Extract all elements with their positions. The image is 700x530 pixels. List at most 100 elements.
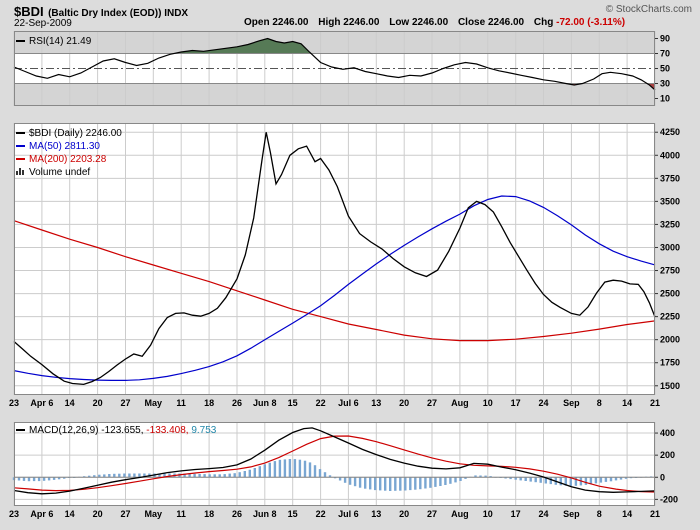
x-tick-label: 27 — [120, 398, 131, 408]
panel-border — [14, 123, 655, 395]
ma200-line — [13, 220, 656, 342]
price-legend-row-main: $BDI (Daily) 2246.00 — [16, 127, 122, 140]
x-tick-label: 24 — [538, 509, 549, 519]
x-tick-label: 23 — [8, 398, 19, 408]
x-tick-label: 27 — [120, 509, 131, 519]
x-tick-label: 20 — [92, 509, 103, 519]
x-tick-label: 13 — [371, 509, 382, 519]
copyright: © StockCharts.com — [605, 4, 692, 15]
close-value: 2246.00 — [487, 17, 525, 28]
x-tick-label: May — [144, 398, 163, 408]
x-tick-label: 11 — [176, 509, 186, 519]
x-tick-label: Jun 8 — [253, 398, 277, 408]
price-legend-main: $BDI (Daily) 2246.00 — [29, 128, 122, 139]
svg-text:70: 70 — [660, 49, 670, 59]
x-tick-label: 14 — [622, 398, 633, 408]
x-tick-label: 15 — [287, 509, 298, 519]
price-legend-ma200: MA(200) 2203.28 — [29, 154, 107, 165]
x-tick-label: 21 — [649, 398, 660, 408]
x-tick-label: 24 — [538, 398, 549, 408]
price-legend: $BDI (Daily) 2246.00 MA(50) 2811.30 MA(2… — [16, 127, 122, 179]
x-tick-label: Apr 6 — [30, 509, 54, 519]
rsi-panel: 90 70 50 30 10 — [13, 31, 670, 106]
high-label: High — [318, 17, 341, 28]
chg-value: -72.00 (-3.11%) — [556, 17, 626, 28]
x-tick-label: 27 — [426, 398, 437, 408]
panel-border — [14, 31, 655, 106]
x-tick-label: Aug — [451, 509, 469, 519]
macd-histogram-value: 9.753 — [191, 425, 217, 436]
svg-text:90: 90 — [660, 34, 670, 44]
svg-text:2250: 2250 — [660, 312, 680, 322]
x-tick-label: Jul 6 — [338, 398, 359, 408]
close-label: Close — [457, 17, 486, 28]
x-axis-labels-main: 23 Apr 6 14 20 27 May 11 18 26 Jun 8 15 22 Jul 6 13 20… — [0, 398, 700, 411]
rsi-line — [13, 37, 656, 91]
svg-text:1750: 1750 — [660, 358, 680, 368]
macd-legend: MACD(12,26,9) -123.655, -133.408, 9.753 — [16, 424, 216, 437]
open-label: Open — [244, 17, 270, 28]
x-tick-label: 13 — [371, 398, 382, 408]
svg-text:4250: 4250 — [660, 127, 680, 137]
chart-header: $BDI (Baltic Dry Index (EOD)) INDX © Sto… — [14, 3, 692, 19]
price-line — [13, 132, 656, 386]
x-tick-label: 22 — [315, 509, 326, 519]
x-tick-label: 18 — [204, 398, 215, 408]
svg-text:30: 30 — [660, 79, 670, 89]
price-series-marker — [16, 132, 25, 135]
x-tick-label: 14 — [64, 398, 75, 408]
x-tick-label: 10 — [482, 398, 493, 408]
low-label: Low — [389, 17, 410, 28]
price-legend-row-ma50: MA(50) 2811.30 — [16, 140, 122, 153]
x-tick-label: Sep — [563, 509, 580, 519]
x-tick-label: Jul 6 — [338, 509, 359, 519]
x-tick-label: 17 — [510, 509, 521, 519]
ma50-series-marker — [16, 145, 25, 148]
x-tick-label: 27 — [426, 509, 437, 519]
price-legend-row-volume: Volume undef — [16, 166, 122, 179]
svg-text:3750: 3750 — [660, 173, 680, 183]
svg-text:2000: 2000 — [660, 335, 680, 345]
svg-text:0: 0 — [660, 472, 665, 482]
x-tick-label: 8 — [596, 509, 602, 519]
x-tick-label: Jun 8 — [253, 509, 277, 519]
x-tick-label: 14 — [622, 509, 633, 519]
symbol-description: (Baltic Dry Index (EOD)) INDX — [48, 8, 189, 19]
macd-panel: 400 200 0 -200 — [12, 422, 678, 506]
svg-text:2500: 2500 — [660, 289, 680, 299]
rsi-legend-row: RSI(14) 21.49 — [16, 35, 91, 48]
svg-text:1500: 1500 — [660, 381, 680, 391]
svg-text:50: 50 — [660, 64, 670, 74]
svg-text:200: 200 — [660, 450, 675, 460]
panel-border — [14, 422, 655, 506]
x-tick-label: 10 — [482, 509, 493, 519]
x-tick-label: 22 — [315, 398, 326, 408]
oversold-band — [14, 83, 655, 106]
ma200-series-marker — [16, 158, 25, 161]
x-tick-label: 26 — [231, 398, 242, 408]
rsi-legend: RSI(14) 21.49 — [29, 36, 92, 47]
volume-bars-icon — [16, 166, 27, 179]
svg-text:3250: 3250 — [660, 219, 680, 229]
x-tick-label: 20 — [399, 398, 410, 408]
macd-signal-line — [13, 435, 656, 493]
x-tick-label: 15 — [287, 398, 298, 408]
rsi-legend-marker — [16, 40, 25, 43]
high-value: 2246.00 — [343, 17, 380, 28]
y-axis-labels: 90 70 50 30 10 — [655, 34, 670, 104]
price-panel: 4250 4000 3750 3500 3250 3000 2750 2500 2250 2000… — [13, 123, 680, 395]
ma50-line — [13, 195, 656, 381]
price-legend-volume: Volume undef — [29, 167, 91, 178]
macd-line — [13, 427, 656, 495]
chart-date: 22-Sep-2009 — [14, 18, 72, 29]
x-tick-label: 20 — [92, 398, 103, 408]
macd-legend-name: MACD(12,26,9) — [29, 425, 99, 436]
x-tick-label: 11 — [176, 398, 186, 408]
svg-text:2750: 2750 — [660, 266, 680, 276]
x-tick-label: 23 — [8, 509, 19, 519]
x-tick-label: May — [144, 509, 163, 519]
low-value: 2246.00 — [412, 17, 449, 28]
price-legend-row-ma200: MA(200) 2203.28 — [16, 153, 122, 166]
svg-text:10: 10 — [660, 94, 670, 104]
